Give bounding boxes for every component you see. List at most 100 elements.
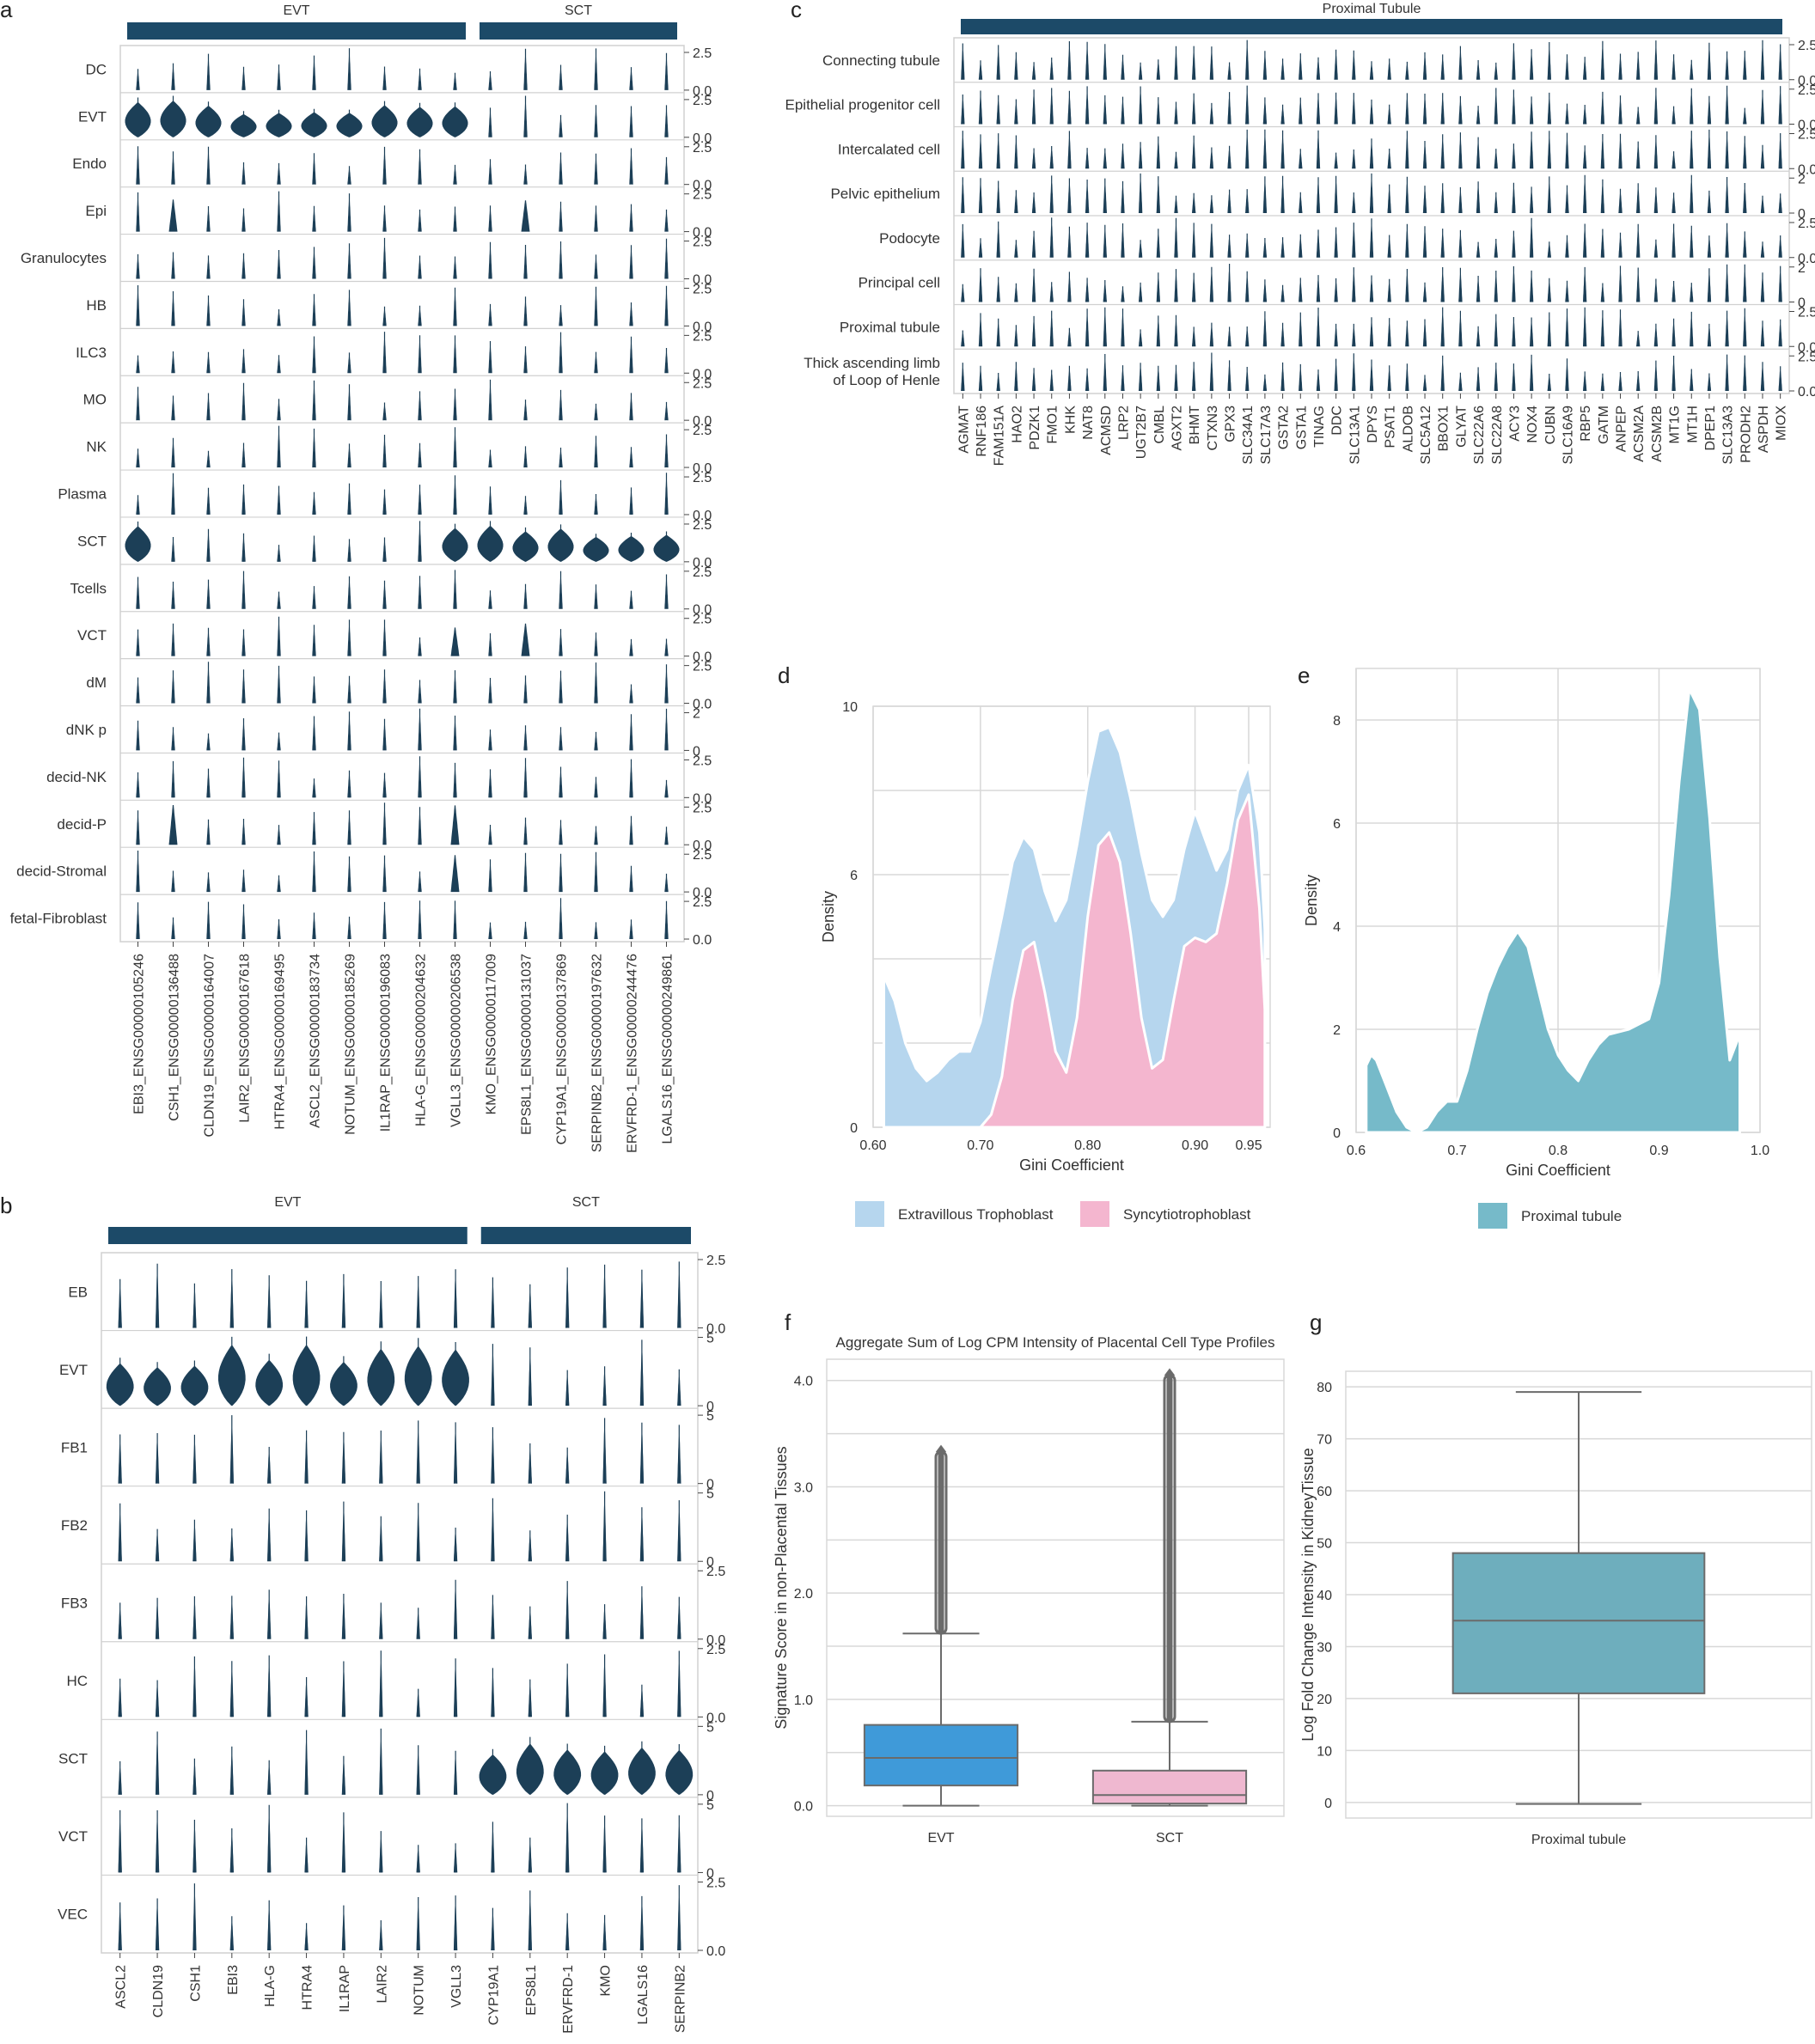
violin-mark — [1031, 89, 1036, 125]
violin-mark — [547, 524, 574, 562]
violin-mark — [961, 177, 965, 213]
ytick-label: 0.0 — [706, 1633, 725, 1648]
violin-mark — [559, 152, 563, 185]
violin-mark — [1512, 230, 1516, 258]
violin-mark — [1494, 192, 1498, 213]
gene-label: AGXT2 — [1170, 406, 1185, 451]
panel-f-box-plot: f Aggregate Sum of Log CPM Intensity of P… — [773, 1309, 1285, 1846]
violin-mark — [1671, 192, 1676, 213]
gene-label: AGMAT — [956, 406, 971, 454]
gene-label: SLC13A1 — [1348, 406, 1362, 465]
violin-mark — [1565, 280, 1569, 302]
violin-mark — [336, 109, 363, 137]
violin-mark — [453, 1750, 458, 1795]
violin-mark — [1458, 229, 1463, 258]
violin-mark — [136, 629, 140, 656]
violin-mark — [312, 586, 316, 609]
row-label: Pelvic epithelium — [830, 186, 940, 202]
violin-mark — [382, 619, 387, 656]
ytick-label: 0.0 — [693, 791, 712, 806]
row-label: MO — [83, 392, 107, 408]
violin-mark — [1014, 99, 1018, 125]
violin-mark — [594, 662, 598, 704]
gene-label: HLA-G — [263, 1965, 278, 2007]
violin-mark — [1103, 354, 1107, 391]
violin-mark — [347, 916, 351, 939]
violin-mark — [1369, 317, 1374, 347]
violin-mark — [241, 669, 246, 704]
violin-mark — [664, 434, 669, 468]
row-label: EB — [68, 1284, 88, 1300]
violin-mark — [1245, 85, 1250, 125]
violin-mark — [1031, 148, 1036, 169]
violin-mark — [1280, 284, 1285, 302]
violin-mark — [1600, 229, 1605, 258]
violin-mark — [664, 285, 669, 326]
violin-mark — [382, 66, 387, 90]
ytick-label: 2.5 — [693, 282, 712, 296]
violin-mark — [629, 638, 633, 656]
ytick-label: 0 — [706, 1478, 714, 1492]
box-iqr — [1091, 1769, 1248, 1805]
violin-mark — [136, 192, 140, 232]
ytick-label: 30 — [1317, 1640, 1332, 1655]
violin-mark — [1174, 269, 1178, 302]
violin-mark — [477, 521, 504, 562]
violin-mark — [996, 45, 1000, 80]
violin-mark — [367, 1341, 395, 1406]
violin-mark — [1529, 186, 1534, 213]
violin-mark — [602, 1654, 607, 1718]
violin-mark — [382, 489, 387, 515]
gene-label: ACSM2B — [1650, 406, 1665, 462]
violin-mark — [1671, 281, 1676, 302]
violin-mark — [491, 1595, 495, 1639]
violin-mark — [1636, 107, 1641, 125]
violin-mark — [382, 402, 387, 421]
row-label: EVT — [78, 108, 107, 125]
violin-mark — [594, 731, 598, 751]
violin-mark — [442, 523, 468, 562]
violin-mark — [1690, 88, 1694, 125]
violin-mark — [155, 1731, 160, 1795]
ytick-label: 0.0 — [693, 698, 712, 712]
gene-label: IL1RAP — [338, 1965, 352, 2012]
violin-mark — [653, 531, 680, 562]
violin-mark — [565, 1267, 570, 1328]
violin-mark — [1227, 326, 1231, 347]
violin-mark — [961, 363, 965, 391]
violin-mark — [664, 209, 669, 232]
row-label: dNK p — [66, 722, 107, 738]
violin-mark — [1227, 145, 1231, 169]
violin-mark — [304, 1510, 309, 1562]
violin-mark — [1422, 186, 1427, 213]
violin-mark — [629, 393, 633, 421]
violin-mark — [1262, 176, 1268, 213]
violin-mark — [1405, 269, 1409, 302]
violin-mark — [523, 164, 528, 185]
violin-mark — [1334, 278, 1338, 302]
violin-mark — [677, 1596, 681, 1639]
violin-mark — [1671, 151, 1676, 169]
violin-mark — [1565, 103, 1569, 125]
violin-mark — [136, 677, 140, 704]
xtick-label: 0.60 — [859, 1138, 886, 1153]
violin-mark — [1458, 310, 1463, 347]
violin-mark — [118, 1760, 122, 1795]
ytick-label: 0 — [706, 1400, 714, 1414]
violin-mark — [1476, 181, 1481, 213]
violin-mark — [1085, 368, 1090, 391]
violin-mark — [192, 1596, 197, 1639]
ytick-label: 2.5 — [693, 141, 712, 156]
violin-mark — [1067, 41, 1072, 80]
violin-mark — [978, 90, 983, 125]
ytick-label: 0 — [706, 1555, 714, 1570]
violin-mark — [594, 632, 598, 656]
violin-mark — [1174, 364, 1178, 391]
violin-mark — [1209, 322, 1214, 347]
ytick-label: 2.5 — [693, 329, 712, 344]
panel-g-letter: g — [1310, 1309, 1322, 1335]
violin-mark — [594, 494, 598, 515]
gene-label: VGLL3_ENSG00000206538 — [449, 954, 464, 1127]
violin-mark — [523, 48, 528, 90]
violin-mark — [206, 662, 211, 704]
